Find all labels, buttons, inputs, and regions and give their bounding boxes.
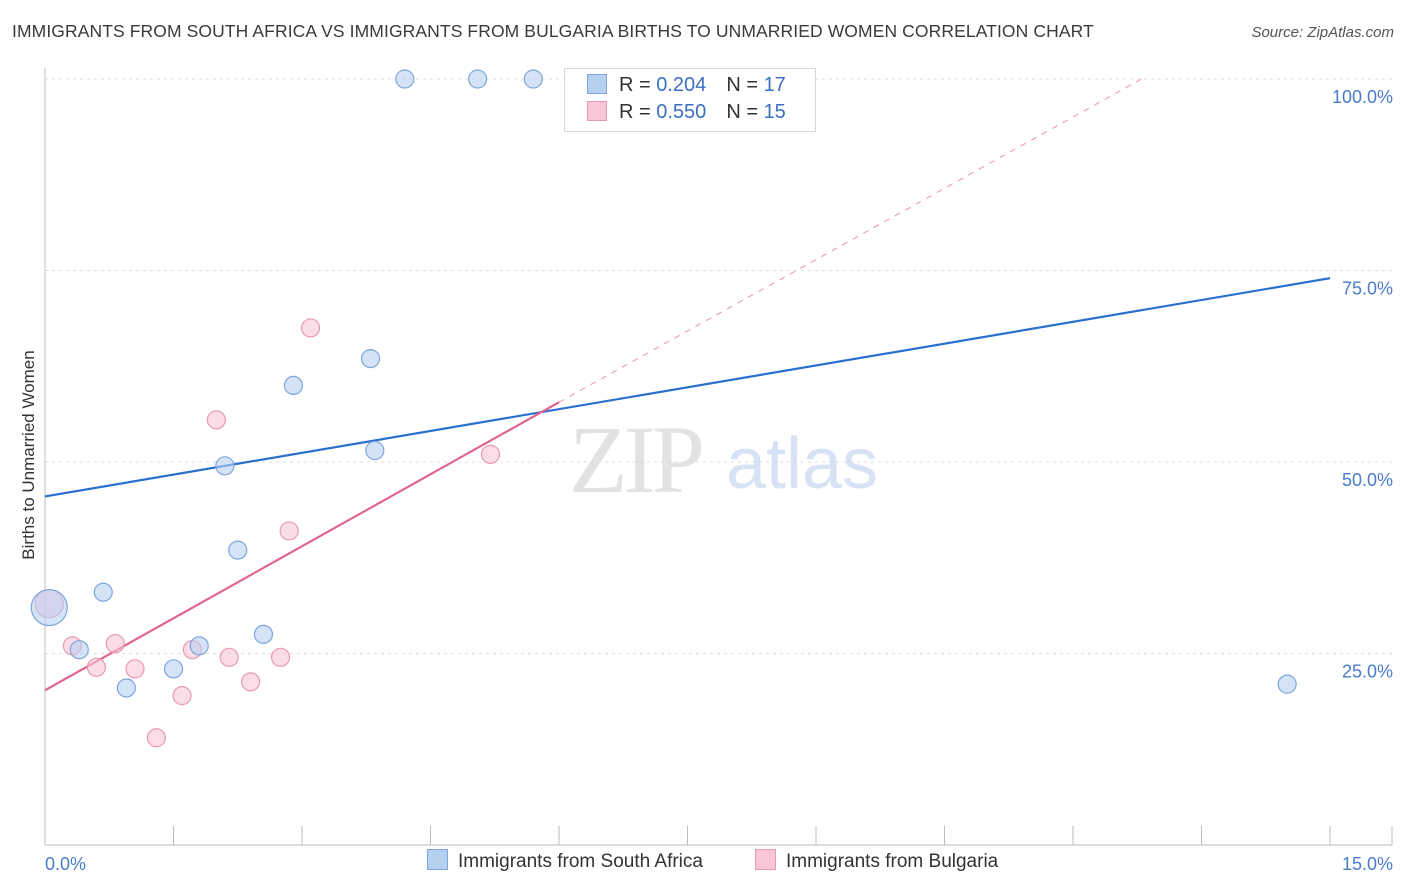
bottom-legend-label: Immigrants from South Africa [458,851,703,872]
grid-lines [45,78,1392,654]
point-south-africa [395,69,415,89]
point-bulgaria [172,686,192,706]
point-bulgaria [206,410,226,430]
legend-r-value: 0.550 [656,101,707,123]
point-south-africa [468,69,488,89]
legend-n-value: 17 [763,74,786,96]
point-bulgaria [146,728,166,748]
point-south-africa [189,636,209,656]
data-points [30,69,1297,748]
point-bulgaria [480,444,501,464]
trend-line-bulgaria [44,401,560,692]
y-tick-label: 100.0% [1332,87,1393,107]
bottom-legend-label: Immigrants from Bulgaria [786,851,999,872]
point-bulgaria [219,647,239,667]
legend: R = 0.204 N = 17 R = 0.550 N = 15 [564,68,816,132]
point-south-africa [360,348,381,369]
legend-r-value: 0.204 [656,74,707,96]
point-south-africa [30,588,68,627]
point-south-africa [523,69,543,89]
point-south-africa [163,659,184,679]
point-bulgaria [125,659,145,679]
point-bulgaria [300,318,321,338]
point-south-africa [365,440,385,461]
legend-row-south-africa: R = 0.204 N = 17 [587,73,786,100]
bottom-legend-swatch-pink [755,849,776,871]
axes [44,68,1393,846]
x-tick-label: 15.0% [1342,854,1393,874]
point-south-africa [1277,674,1297,694]
trend-line-south-africa [44,277,1331,498]
point-south-africa [69,640,89,660]
trend-line-bulgaria-extension [558,78,1142,403]
point-south-africa [283,375,304,395]
point-bulgaria [105,633,125,654]
chart-title: IMMIGRANTS FROM SOUTH AFRICA VS IMMIGRAN… [12,21,1094,41]
point-south-africa [215,456,235,476]
legend-r-label: R = [619,101,657,123]
legend-r-label: R = [619,74,657,96]
legend-row-bulgaria: R = 0.550 N = 15 [587,100,786,127]
source-label: Source: ZipAtlas.com [1251,24,1394,41]
y-tick-label: 75.0% [1342,279,1393,299]
legend-swatch-blue [587,73,607,94]
watermark-atlas: atlas [726,424,878,504]
point-south-africa [253,624,274,644]
legend-n-label: N = [726,74,764,96]
legend-n-label: N = [726,101,764,123]
watermark-zip: ZIP [569,406,702,513]
bottom-legend-bulgaria: Immigrants from Bulgaria [755,849,999,877]
point-bulgaria [86,657,107,677]
point-bulgaria [279,521,299,541]
point-south-africa [93,582,113,602]
bottom-legend-swatch-blue [427,849,448,871]
point-south-africa [228,540,248,560]
trend-lines [44,78,1331,692]
legend-swatch-pink [587,100,607,121]
y-tick-label: 25.0% [1342,662,1393,682]
x-tick-label: 0.0% [45,854,86,874]
point-bulgaria [241,672,261,692]
legend-n-value: 15 [763,101,786,123]
y-tick-label: 50.0% [1342,470,1393,490]
point-bulgaria [270,647,291,667]
tick-labels: 25.0% 50.0% 75.0% 100.0% 0.0% 15.0% [45,87,1393,874]
bottom-legend-south-africa: Immigrants from South Africa [427,849,703,877]
point-south-africa [116,678,136,698]
